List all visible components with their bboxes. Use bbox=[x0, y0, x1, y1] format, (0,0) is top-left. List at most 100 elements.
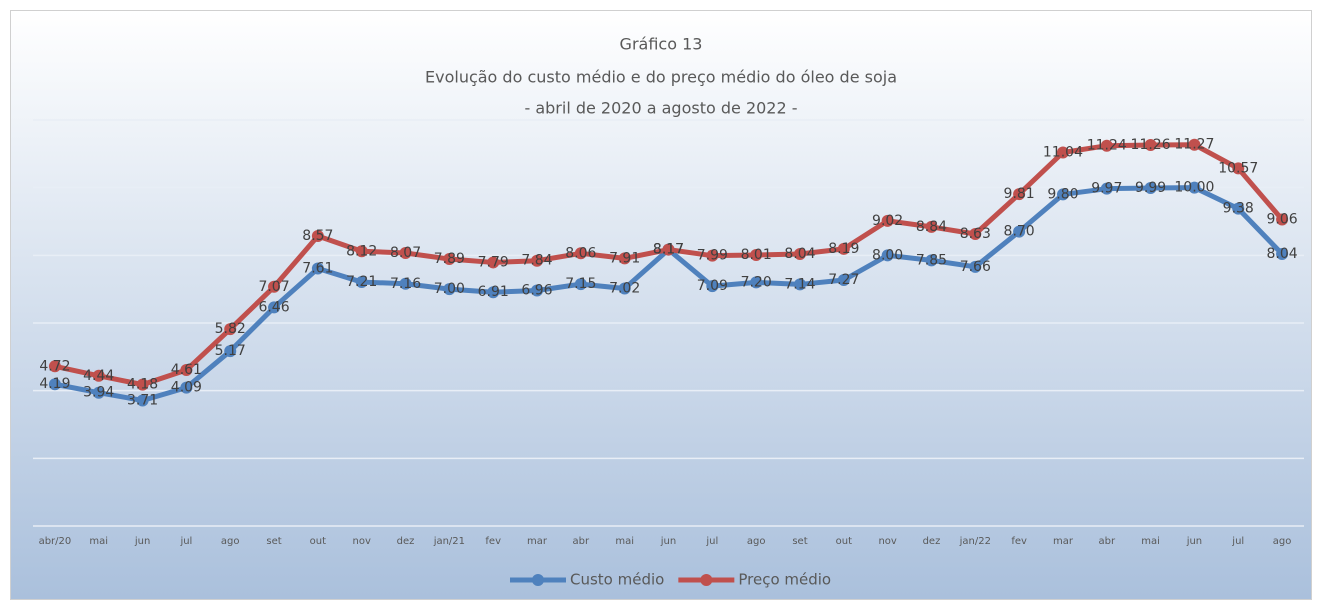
point bbox=[574, 278, 587, 291]
data-label: 7.07 bbox=[258, 279, 289, 295]
point bbox=[311, 230, 324, 243]
data-label: 11.26 bbox=[1131, 137, 1171, 153]
point bbox=[399, 277, 412, 290]
x-tick-label: jul bbox=[179, 536, 192, 547]
data-label: 11.24 bbox=[1087, 138, 1127, 154]
point bbox=[1144, 182, 1157, 195]
x-tick-label: jun bbox=[660, 536, 676, 547]
data-label: 7.84 bbox=[521, 253, 552, 269]
point bbox=[487, 256, 500, 269]
data-label: 7.66 bbox=[960, 259, 991, 275]
point bbox=[48, 378, 61, 391]
data-label: 7.27 bbox=[828, 272, 859, 288]
point bbox=[224, 323, 237, 336]
data-label: 4.44 bbox=[83, 368, 114, 384]
chart-title: Gráfico 13 bbox=[620, 35, 703, 54]
point bbox=[92, 386, 105, 399]
data-label: 8.01 bbox=[741, 247, 772, 263]
point bbox=[793, 247, 806, 260]
point bbox=[311, 262, 324, 275]
point bbox=[1013, 188, 1026, 201]
data-label: 7.02 bbox=[609, 280, 640, 296]
data-label: 4.18 bbox=[127, 377, 158, 393]
point bbox=[1232, 162, 1245, 175]
data-label: 5.17 bbox=[215, 343, 246, 359]
point bbox=[443, 253, 456, 266]
point bbox=[92, 369, 105, 382]
point bbox=[136, 394, 149, 407]
point bbox=[1276, 247, 1289, 260]
data-label: 5.82 bbox=[215, 321, 246, 337]
point bbox=[1188, 181, 1201, 194]
data-label: 6.96 bbox=[521, 283, 552, 299]
point bbox=[355, 245, 368, 258]
data-label: 7.89 bbox=[434, 251, 465, 267]
data-label: 8.07 bbox=[390, 245, 421, 261]
data-label: 8.17 bbox=[653, 242, 684, 258]
x-tick-label: mai bbox=[615, 536, 634, 547]
data-label: 6.91 bbox=[478, 284, 509, 300]
data-label: 3.71 bbox=[127, 392, 158, 408]
point bbox=[969, 260, 982, 273]
point bbox=[224, 345, 237, 358]
point bbox=[881, 214, 894, 227]
data-label: 9.80 bbox=[1047, 186, 1078, 202]
x-tick-label: mar bbox=[527, 536, 548, 547]
data-label: 7.61 bbox=[302, 261, 333, 277]
data-label: 11.27 bbox=[1174, 137, 1214, 153]
x-tick-label: abr bbox=[1098, 536, 1115, 547]
data-label: 8.00 bbox=[872, 247, 903, 263]
point bbox=[531, 254, 544, 267]
data-label: 7.99 bbox=[697, 248, 728, 264]
point bbox=[1188, 138, 1201, 151]
data-label: 3.94 bbox=[83, 385, 114, 401]
point bbox=[1276, 213, 1289, 226]
data-label: 7.15 bbox=[565, 276, 596, 292]
data-label: 4.61 bbox=[171, 362, 202, 378]
data-label: 9.97 bbox=[1091, 181, 1122, 197]
x-tick-label: jun bbox=[134, 536, 150, 547]
point bbox=[399, 246, 412, 259]
data-label: 8.04 bbox=[1267, 246, 1298, 262]
x-tick-label: fev bbox=[1011, 536, 1027, 547]
data-label: 8.19 bbox=[828, 241, 859, 257]
x-tick-label: abr/20 bbox=[39, 536, 72, 547]
legend-label: Custo médio bbox=[570, 571, 664, 589]
point bbox=[355, 276, 368, 289]
data-label: 10.57 bbox=[1218, 160, 1258, 176]
x-tick-label: mai bbox=[1141, 536, 1160, 547]
point bbox=[1013, 225, 1026, 238]
x-tick-label: jan/21 bbox=[433, 536, 465, 547]
data-label: 9.06 bbox=[1267, 211, 1298, 227]
legend-marker bbox=[700, 574, 713, 586]
data-label: 8.04 bbox=[784, 246, 815, 262]
x-tick-label: fev bbox=[485, 536, 501, 547]
data-label: 8.70 bbox=[1004, 224, 1035, 240]
data-label: 9.81 bbox=[1004, 186, 1035, 202]
data-label: 7.20 bbox=[741, 274, 772, 290]
data-label: 4.09 bbox=[171, 380, 202, 396]
point bbox=[618, 282, 631, 295]
data-label: 9.02 bbox=[872, 213, 903, 229]
x-tick-label: jul bbox=[705, 536, 718, 547]
point bbox=[837, 274, 850, 287]
x-tick-label: jul bbox=[1231, 536, 1244, 547]
data-label: 7.14 bbox=[784, 276, 815, 292]
chart-subtitle: Evolução do custo médio e do preço médio… bbox=[425, 68, 897, 87]
data-label: 8.06 bbox=[565, 245, 596, 261]
x-tick-label: abr bbox=[573, 536, 590, 547]
data-label: 6.46 bbox=[258, 299, 289, 315]
x-tick-label: ago bbox=[221, 536, 240, 547]
x-tick-label: dez bbox=[923, 536, 941, 547]
point bbox=[531, 284, 544, 297]
point bbox=[750, 276, 763, 289]
point bbox=[925, 254, 938, 267]
data-label: 7.16 bbox=[390, 276, 421, 292]
point bbox=[750, 248, 763, 261]
data-label: 7.00 bbox=[434, 281, 465, 297]
data-label: 7.91 bbox=[609, 250, 640, 266]
data-label: 10.00 bbox=[1174, 180, 1214, 196]
data-label: 4.72 bbox=[39, 358, 70, 374]
point bbox=[1100, 139, 1113, 152]
